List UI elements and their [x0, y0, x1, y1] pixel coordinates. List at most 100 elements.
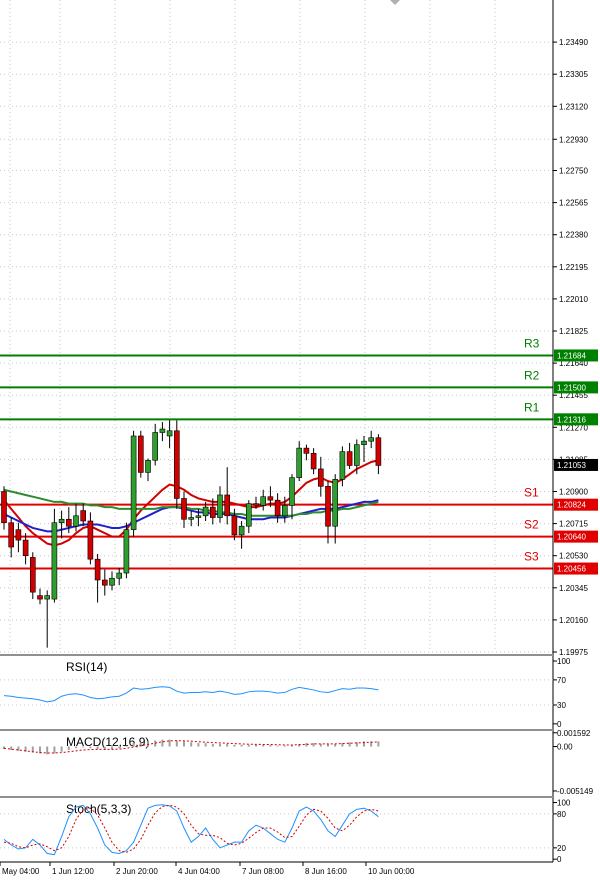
- price-tick-label: 1.21455: [559, 391, 588, 400]
- level-label-s2: S2: [524, 518, 539, 532]
- candle-body: [145, 459, 151, 473]
- candle-body: [123, 529, 130, 574]
- price-tick-label: 1.20160: [559, 616, 588, 625]
- price-tick-label: 1.22565: [559, 199, 588, 208]
- price-tick-label: 1.22750: [559, 167, 588, 176]
- panel-separator: [0, 796, 553, 798]
- candle-body: [368, 437, 375, 442]
- stoch-main-line: [3, 804, 379, 856]
- time-tick-label: 2 Jun 20:00: [116, 867, 158, 876]
- level-tag-s2: 1.20640: [557, 533, 586, 542]
- candle-body: [109, 577, 115, 586]
- stoch-tick-label: 80: [557, 810, 566, 819]
- candle-body: [238, 525, 245, 536]
- macd-tick-label: 0.00: [557, 743, 573, 752]
- price-tick-label: 1.22195: [559, 263, 588, 272]
- level-tag-r2: 1.21500: [557, 383, 586, 392]
- candle-body: [8, 522, 14, 548]
- candle-body: [361, 440, 367, 445]
- rsi-tick-label: 100: [557, 657, 571, 666]
- rsi-panel: RSI(14) 100 70 30 0: [0, 657, 571, 729]
- candle-body: [346, 451, 353, 466]
- moving-average-line-3: [3, 488, 379, 517]
- level-label-r2: R2: [524, 368, 540, 382]
- candle-body: [159, 428, 166, 433]
- candle-body: [152, 432, 158, 461]
- candle-body: [58, 518, 65, 524]
- candle-body: [80, 510, 86, 522]
- rsi-title: RSI(14): [66, 660, 107, 674]
- pivot-levels: R3 R2 R1 S1 S2 S3: [0, 336, 553, 570]
- stoch-panel: Stoch(5,3,3) 100 80 20 0: [0, 799, 571, 864]
- rsi-tick-label: 30: [557, 701, 566, 710]
- time-tick-label: 4 Jun 04:00: [178, 867, 220, 876]
- level-label-s1: S1: [524, 486, 539, 500]
- time-tick-label: 10 Jun 00:00: [368, 867, 415, 876]
- candle-body: [267, 496, 274, 501]
- price-tick-label: 1.20900: [559, 488, 588, 497]
- candle-body: [253, 503, 259, 506]
- macd-tick-label: -0.005149: [557, 787, 594, 796]
- price-tick-label: 1.21825: [559, 327, 588, 336]
- level-tag-bg: [554, 381, 598, 394]
- candle-body: [202, 506, 209, 517]
- candle-body: [296, 447, 303, 478]
- current-price-tag-bg: [554, 458, 598, 471]
- candle-body: [66, 518, 72, 527]
- level-tag-s3: 1.20456: [557, 565, 586, 574]
- price-tick-label: 1.23490: [559, 38, 588, 47]
- level-label-r1: R1: [524, 400, 540, 414]
- candles: [1, 420, 382, 648]
- grid-lines: [0, 0, 553, 653]
- candle-body: [246, 503, 252, 527]
- candle-body: [94, 558, 101, 581]
- candle-body: [181, 498, 187, 520]
- macd-title: MACD(12,16,9): [66, 735, 149, 749]
- candle-body: [217, 494, 223, 518]
- candle-body: [15, 529, 22, 541]
- candle-body: [260, 496, 267, 506]
- macd-tick-label: 0.001592: [557, 729, 591, 738]
- price-tick-label: 1.23305: [559, 70, 588, 79]
- price-tick-label: 1.19975: [559, 648, 588, 657]
- candle-body: [51, 522, 58, 600]
- candle-body: [174, 430, 180, 499]
- price-tick-label: 1.22010: [559, 295, 588, 304]
- candle-body: [130, 435, 137, 530]
- price-tick-label: 1.20530: [559, 552, 588, 561]
- candle-body: [353, 444, 360, 466]
- stoch-tick-label: 20: [557, 844, 566, 853]
- level-label-s3: S3: [524, 550, 539, 564]
- candle-body: [289, 477, 295, 506]
- level-tags: 1.21684 1.21500 1.21316 1.20824 1.20640 1.204…: [554, 349, 598, 575]
- candle-body: [22, 539, 29, 557]
- rsi-tick-label: 0: [557, 720, 562, 729]
- macd-panel: MACD(12,16,9) 0.001592 0.00 -0.005149: [3, 729, 594, 796]
- scroll-marker-icon[interactable]: [390, 0, 400, 5]
- panel-separator: [0, 729, 553, 731]
- level-tag-bg: [554, 530, 598, 543]
- stoch-signal-line: [3, 804, 379, 853]
- candle-body: [87, 520, 94, 560]
- candle-body: [138, 435, 144, 473]
- level-tag-bg: [554, 349, 598, 362]
- candle-body: [166, 430, 173, 437]
- level-tag-bg: [554, 413, 598, 426]
- candle-body: [29, 557, 36, 593]
- price-tick-label: 1.22380: [559, 231, 588, 240]
- candle-body: [73, 515, 79, 527]
- time-tick-label: 7 Jun 08:00: [242, 867, 284, 876]
- level-label-r3: R3: [524, 336, 540, 350]
- candle-body: [44, 595, 51, 600]
- level-tag-r3: 1.21684: [557, 351, 586, 360]
- panel-frames: [0, 0, 553, 798]
- price-tick-label: 1.21270: [559, 423, 588, 432]
- candle-body: [231, 515, 238, 536]
- candle-body: [339, 451, 346, 480]
- price-tick-label: 1.21640: [559, 359, 588, 368]
- level-tag-s1: 1.20824: [557, 501, 586, 510]
- level-tag-bg: [554, 498, 598, 511]
- time-tick-label: 1 Jun 12:00: [52, 867, 94, 876]
- time-tick-label: 8 Jun 16:00: [305, 867, 347, 876]
